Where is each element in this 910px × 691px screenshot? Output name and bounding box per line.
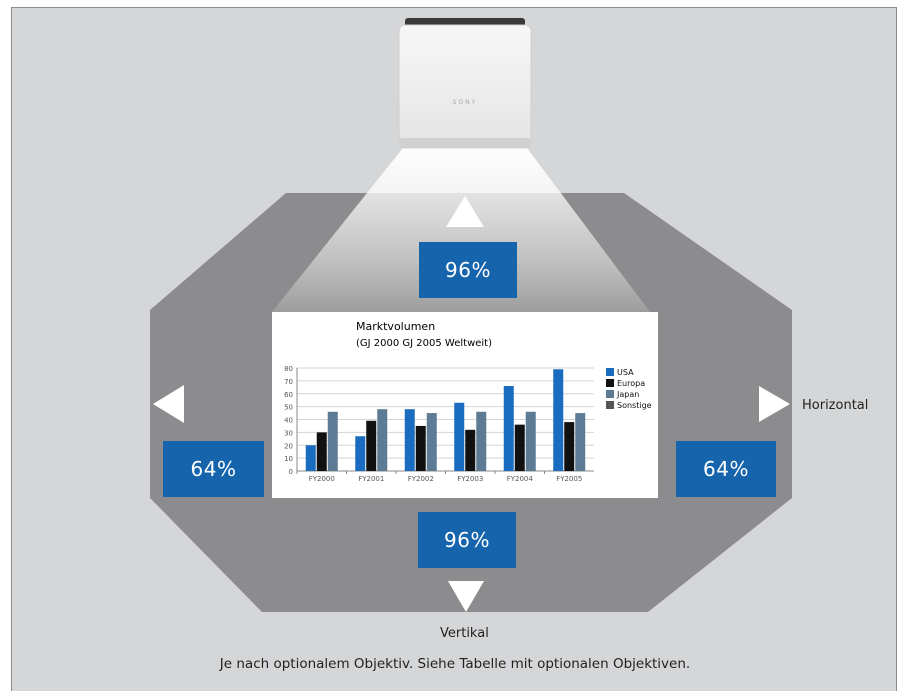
x-tick-label: FY2005 — [556, 475, 582, 483]
y-tick-label: 60 — [284, 391, 293, 399]
y-tick-label: 80 — [284, 365, 293, 373]
bar-usa-fy2005 — [553, 369, 564, 471]
bar-usa-fy2004 — [503, 386, 514, 471]
bar-europa-fy2005 — [564, 422, 575, 471]
up-arrow-icon — [446, 196, 484, 227]
legend-swatch — [606, 401, 614, 409]
y-tick-label: 40 — [284, 417, 293, 425]
y-tick-label: 10 — [284, 455, 293, 463]
legend-swatch — [606, 368, 614, 376]
y-tick-label: 20 — [284, 442, 293, 450]
chart-title: Marktvolumen — [356, 320, 435, 333]
bar-europa-fy2004 — [514, 424, 525, 471]
x-tick-label: FY2002 — [408, 475, 434, 483]
light-beam — [272, 148, 650, 312]
x-tick-label: FY2000 — [309, 475, 335, 483]
legend-label: Sonstige — [617, 401, 652, 410]
bar-japan-fy2000 — [327, 411, 338, 471]
x-tick-label: FY2004 — [507, 475, 534, 483]
left-arrow-icon — [153, 385, 184, 423]
y-tick-label: 30 — [284, 429, 293, 437]
shift-down-percentage: 96% — [418, 512, 516, 568]
projector-image: SONY — [398, 18, 532, 149]
caption-note: Je nach optionalem Objektiv. Siehe Tabel… — [219, 656, 691, 672]
bar-japan-fy2003 — [476, 411, 487, 471]
market-volume-chart: Marktvolumen (GJ 2000 GJ 2005 Weltweit) … — [284, 320, 652, 483]
x-tick-label: FY2001 — [358, 475, 384, 483]
bar-japan-fy2002 — [426, 413, 437, 471]
chart-subtitle: (GJ 2000 GJ 2005 Weltweit) — [356, 338, 492, 349]
legend-label: Europa — [617, 379, 645, 388]
bar-europa-fy2002 — [415, 425, 426, 471]
bar-japan-fy2001 — [377, 409, 388, 471]
legend-swatch — [606, 379, 614, 387]
shift-up-percentage: 96% — [419, 242, 517, 298]
projector-brand: SONY — [453, 99, 478, 106]
legend-label: Japan — [616, 390, 639, 399]
shift-left-percentage: 64% — [163, 441, 264, 497]
legend-swatch — [606, 390, 614, 398]
legend-label: USA — [617, 368, 634, 377]
y-tick-label: 50 — [284, 404, 293, 412]
bar-europa-fy2003 — [465, 429, 476, 471]
x-tick-label: FY2003 — [457, 475, 483, 483]
y-tick-label: 0 — [289, 468, 293, 476]
bar-europa-fy2001 — [366, 420, 377, 471]
bar-usa-fy2003 — [454, 402, 465, 471]
down-arrow-icon — [448, 581, 484, 612]
y-tick-label: 70 — [284, 378, 293, 386]
bar-usa-fy2000 — [305, 445, 316, 471]
shift-right-percentage: 64% — [676, 441, 776, 497]
bar-europa-fy2000 — [316, 432, 327, 471]
right-arrow-icon — [759, 386, 790, 422]
horizontal-label: Horizontal — [802, 398, 869, 413]
vertical-label: Vertikal — [440, 626, 489, 641]
bar-japan-fy2004 — [525, 411, 536, 471]
bar-usa-fy2002 — [404, 409, 415, 471]
bar-usa-fy2001 — [355, 436, 366, 471]
bar-japan-fy2005 — [575, 413, 586, 471]
